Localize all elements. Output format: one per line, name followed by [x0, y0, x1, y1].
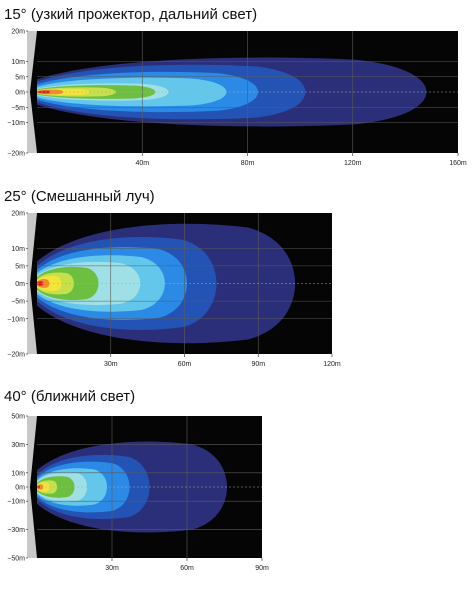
- y-tick-label: −5m: [11, 299, 25, 306]
- y-tick-label: −30m: [7, 527, 25, 534]
- y-tick-label: 0m: [15, 90, 25, 97]
- y-tick-label: 5m: [15, 74, 25, 81]
- y-tick-label: 10m: [11, 246, 25, 253]
- y-tick-label: 20m: [11, 29, 25, 36]
- y-tick-label: 0m: [15, 485, 25, 492]
- lamp-strip: [27, 213, 37, 354]
- y-tick-label: 50m: [11, 414, 25, 421]
- y-tick-label: −50m: [7, 556, 25, 563]
- x-tick-label: 80m: [241, 160, 255, 167]
- y-tick-label: −20m: [7, 352, 25, 359]
- x-tick-label: 90m: [255, 565, 269, 572]
- y-tick-label: 10m: [11, 59, 25, 66]
- x-tick-label: 160m: [449, 160, 467, 167]
- y-tick-label: 10m: [11, 470, 25, 477]
- lamp-strip: [27, 416, 37, 558]
- x-tick-label: 120m: [323, 361, 341, 368]
- beam-chart-15: 20m 10m 5m 0m −5m −10m −20m 40m 80m 120m 160m: [7, 29, 467, 168]
- x-tick-label: 30m: [105, 565, 119, 572]
- chart-title: 25° (Смешанный луч): [4, 188, 155, 205]
- lamp-strip: [27, 31, 37, 153]
- chart-title: 15° (узкий прожектор, дальний свет): [4, 6, 258, 23]
- beam-contour-9: [37, 281, 44, 286]
- beam-chart-25: 20m 10m 5m 0m −5m −10m −20m 30m 60m 90m 120m: [7, 211, 341, 369]
- x-tick-label: 120m: [344, 160, 362, 167]
- y-tick-label: −5m: [11, 105, 25, 112]
- chart-title: 40° (ближний свет): [4, 388, 136, 405]
- x-tick-label: 60m: [178, 361, 192, 368]
- x-tick-label: 90m: [251, 361, 265, 368]
- x-tick-label: 40m: [135, 160, 149, 167]
- y-tick-label: 20m: [11, 211, 25, 218]
- y-tick-label: 0m: [15, 281, 25, 288]
- x-tick-label: 30m: [104, 361, 118, 368]
- beam-contour-9: [37, 90, 51, 94]
- y-tick-label: −10m: [7, 316, 25, 323]
- y-tick-label: −20m: [7, 151, 25, 158]
- y-tick-label: −10m: [7, 499, 25, 506]
- y-tick-label: 30m: [11, 442, 25, 449]
- y-tick-label: 5m: [15, 263, 25, 270]
- beam-contour-8: [37, 484, 44, 490]
- x-tick-label: 60m: [180, 565, 194, 572]
- y-tick-label: −10m: [7, 120, 25, 127]
- beam-chart-40: 50m 30m 10m 0m −10m −30m −50m 30m 60m 90m: [7, 414, 269, 573]
